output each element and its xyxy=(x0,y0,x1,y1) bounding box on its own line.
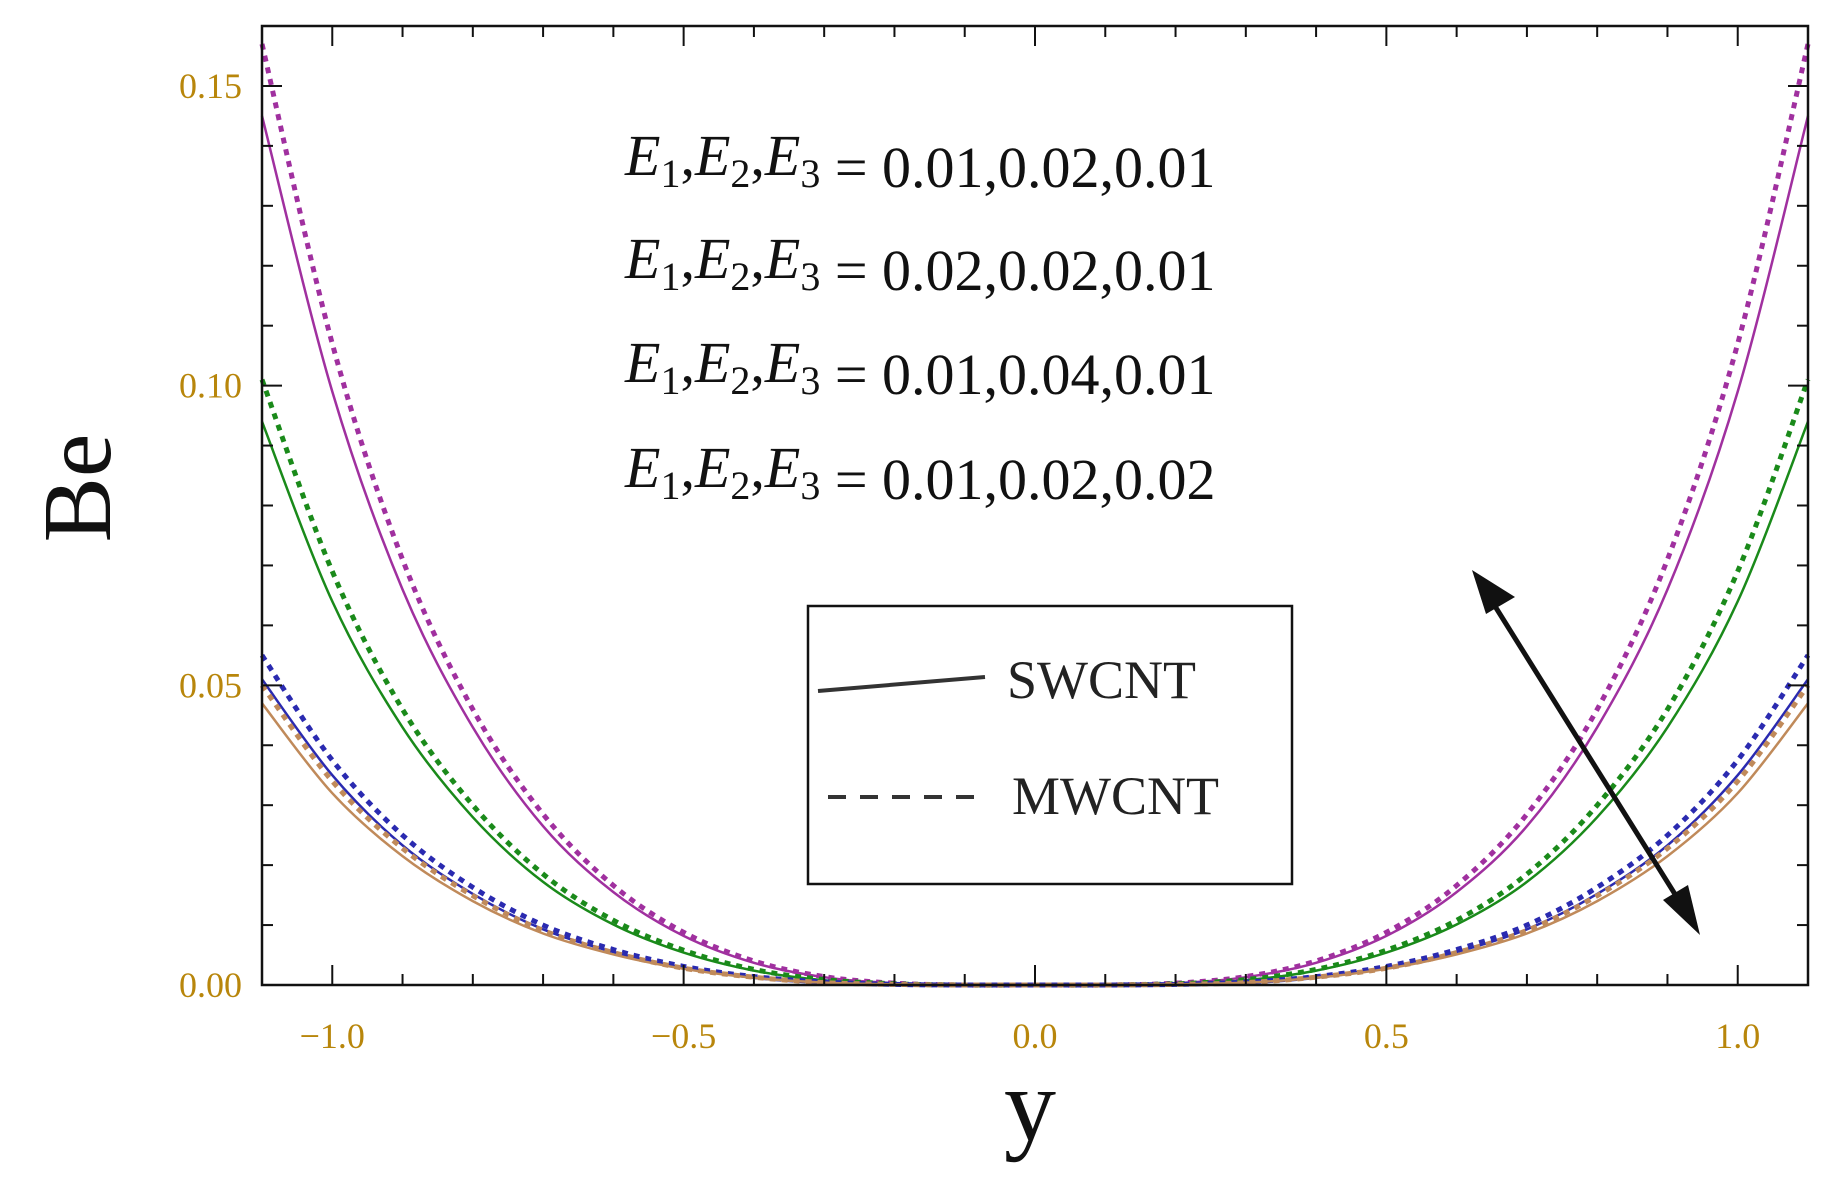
legend-swatch-solid xyxy=(817,675,986,693)
x-tick-label: 0.0 xyxy=(1013,1016,1058,1056)
annotations-group: E1,E2,E3 = 0.01,0.02,0.01 E1,E2,E3 = 0.02… xyxy=(624,123,1216,512)
x-tick-label: 1.0 xyxy=(1715,1016,1760,1056)
annotation-4: E1,E2,E3 = 0.01,0.02,0.02 xyxy=(624,435,1216,512)
x-tick-label: −1.0 xyxy=(300,1016,365,1056)
legend-label-swcnt: SWCNT xyxy=(1007,650,1196,710)
legend-label-mwcnt: MWCNT xyxy=(1012,766,1219,826)
x-tick-label: 0.5 xyxy=(1364,1016,1409,1056)
x-tick-label: −0.5 xyxy=(651,1016,716,1056)
tick-labels-group: −1.0 −0.5 0.0 0.5 1.0 0.00 0.05 0.10 0.15 xyxy=(179,66,1760,1056)
double-arrow xyxy=(1472,570,1700,935)
annotation-3: E1,E2,E3 = 0.01,0.04,0.01 xyxy=(624,330,1216,407)
y-tick-label: 0.00 xyxy=(179,965,242,1005)
y-tick-label: 0.10 xyxy=(179,366,242,406)
series-line-0-01-0-04-0-01-dashed xyxy=(259,653,1811,988)
arrow-head-top xyxy=(1472,570,1515,614)
ticks-group xyxy=(261,25,1809,986)
annotation-2: E1,E2,E3 = 0.02,0.02,0.01 xyxy=(624,226,1216,303)
legend-box xyxy=(806,604,1294,886)
x-axis-title: y xyxy=(1004,1048,1056,1163)
arrow-head-bottom xyxy=(1663,885,1700,935)
y-axis-title: Be xyxy=(24,434,132,543)
y-tick-label: 0.05 xyxy=(179,665,242,705)
annotation-1: E1,E2,E3 = 0.01,0.02,0.01 xyxy=(624,123,1216,200)
legend: SWCNT MWCNT xyxy=(806,604,1294,886)
y-tick-label: 0.15 xyxy=(179,66,242,106)
arrow-shaft xyxy=(1485,593,1696,925)
